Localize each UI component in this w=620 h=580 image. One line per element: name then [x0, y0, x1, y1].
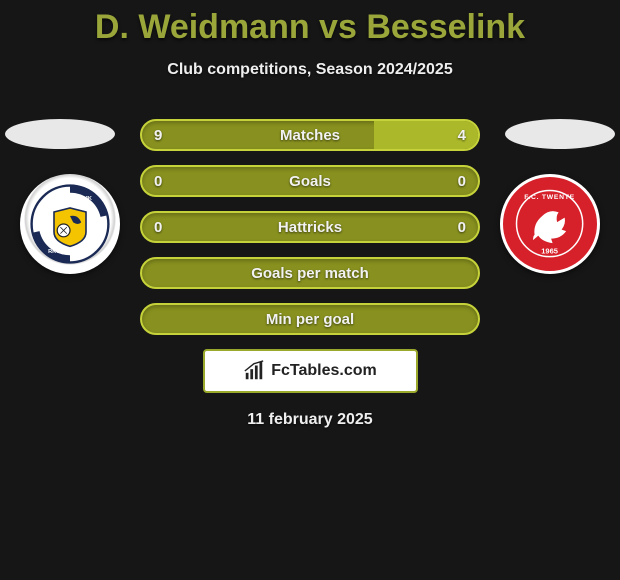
brand-box[interactable]: FcTables.com: [203, 349, 418, 393]
stat-value-right: 4: [458, 127, 466, 144]
page-title: D. Weidmann vs Besselink: [0, 0, 620, 47]
svg-text:1965: 1965: [542, 247, 559, 256]
stat-bars: 9 Matches 4 0 Goals 0 0 Hattricks 0 Goal…: [140, 119, 480, 335]
player-ellipse-left: [5, 119, 115, 149]
team-badge-left: RKC WAALWIJK RKC WAALWIJK: [20, 174, 120, 274]
player-ellipse-right: [505, 119, 615, 149]
rkc-waalwijk-crest-icon: RKC WAALWIJK RKC WAALWIJK: [30, 184, 110, 264]
stat-bar-goals: 0 Goals 0: [140, 165, 480, 197]
stat-label: Min per goal: [266, 311, 354, 328]
stat-value-left: 0: [154, 173, 162, 190]
svg-text:RKC WAALWIJK: RKC WAALWIJK: [48, 249, 92, 255]
stat-bar-matches: 9 Matches 4: [140, 119, 480, 151]
team-badge-right: F.C. TWENTE 1965: [500, 174, 600, 274]
svg-text:F.C. TWENTE: F.C. TWENTE: [525, 194, 576, 201]
stat-bar-goals-per-match: Goals per match: [140, 257, 480, 289]
date-text: 11 february 2025: [0, 411, 620, 429]
svg-text:RKC WAALWIJK: RKC WAALWIJK: [48, 196, 92, 202]
stat-label: Hattricks: [278, 219, 342, 236]
brand-text: FcTables.com: [271, 362, 377, 380]
stat-bar-hattricks: 0 Hattricks 0: [140, 211, 480, 243]
comparison-panel: RKC WAALWIJK RKC WAALWIJK F.C. TWENTE 19…: [0, 119, 620, 429]
subtitle: Club competitions, Season 2024/2025: [0, 61, 620, 79]
stat-label: Matches: [280, 127, 340, 144]
bar-chart-icon: [243, 360, 265, 382]
fc-twente-crest-icon: F.C. TWENTE 1965: [512, 186, 587, 261]
stat-value-left: 9: [154, 127, 162, 144]
stat-value-right: 0: [458, 173, 466, 190]
stat-value-left: 0: [154, 219, 162, 236]
stat-label: Goals: [289, 173, 331, 190]
stat-value-right: 0: [458, 219, 466, 236]
stat-label: Goals per match: [251, 265, 369, 282]
stat-bar-min-per-goal: Min per goal: [140, 303, 480, 335]
